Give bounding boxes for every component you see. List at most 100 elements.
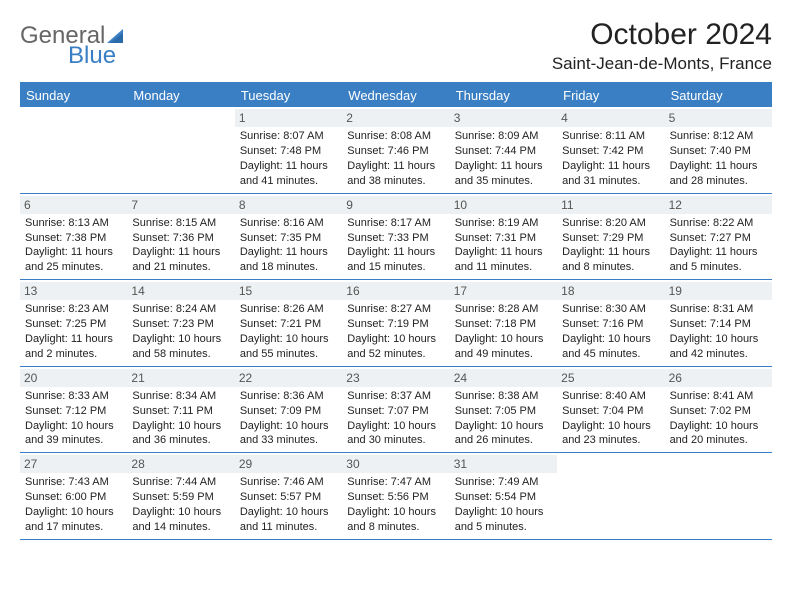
sunset-line: Sunset: 7:23 PM: [132, 317, 229, 332]
day-cell: 20 Sunrise: 8:33 AMSunset: 7:12 PMDayligh…: [20, 367, 127, 453]
sunset-line: Sunset: 5:56 PM: [347, 490, 444, 505]
day-number: 15: [235, 282, 342, 300]
sunset-line: Sunset: 7:33 PM: [347, 231, 444, 246]
sunrise-line: Sunrise: 8:33 AM: [25, 389, 122, 404]
day-number: 8: [235, 196, 342, 214]
day-number: 28: [127, 455, 234, 473]
sunset-line: Sunset: 7:12 PM: [25, 404, 122, 419]
sunrise-line: Sunrise: 8:20 AM: [562, 216, 659, 231]
day-cell: 9Sunrise: 8:17 AMSunset: 7:33 PMDaylight…: [342, 194, 449, 280]
daylight-line: Daylight: 11 hours and 25 minutes.: [25, 245, 122, 275]
daylight-line: Daylight: 10 hours and 20 minutes.: [670, 419, 767, 449]
week-row: 1Sunrise: 8:07 AMSunset: 7:48 PMDaylight…: [20, 107, 772, 194]
empty-cell: [665, 453, 772, 539]
week-row: 6Sunrise: 8:13 AMSunset: 7:38 PMDaylight…: [20, 194, 772, 281]
sunrise-line: Sunrise: 8:22 AM: [670, 216, 767, 231]
day-header-friday: Friday: [557, 84, 664, 107]
day-header-saturday: Saturday: [665, 84, 772, 107]
daylight-line: Daylight: 10 hours and 39 minutes.: [25, 419, 122, 449]
week-row: 20Sunrise: 8:33 AMSunset: 7:12 PMDayligh…: [20, 367, 772, 454]
empty-cell: [557, 453, 664, 539]
day-number: 4: [557, 109, 664, 127]
daylight-line: Daylight: 10 hours and 33 minutes.: [240, 419, 337, 449]
daylight-line: Daylight: 11 hours and 11 minutes.: [455, 245, 552, 275]
daylight-line: Daylight: 10 hours and 49 minutes.: [455, 332, 552, 362]
sunrise-line: Sunrise: 8:30 AM: [562, 302, 659, 317]
day-header-row: SundayMondayTuesdayWednesdayThursdayFrid…: [20, 84, 772, 107]
day-number: 30: [342, 455, 449, 473]
day-cell: 19Sunrise: 8:31 AMSunset: 7:14 PMDayligh…: [665, 280, 772, 366]
day-number: 20: [20, 369, 127, 387]
daylight-line: Daylight: 10 hours and 5 minutes.: [455, 505, 552, 535]
sunrise-line: Sunrise: 7:49 AM: [455, 475, 552, 490]
sunset-line: Sunset: 7:29 PM: [562, 231, 659, 246]
sunrise-line: Sunrise: 7:46 AM: [240, 475, 337, 490]
sunset-line: Sunset: 6:00 PM: [25, 490, 122, 505]
sunrise-line: Sunrise: 8:38 AM: [455, 389, 552, 404]
daylight-line: Daylight: 11 hours and 18 minutes.: [240, 245, 337, 275]
daylight-line: Daylight: 11 hours and 21 minutes.: [132, 245, 229, 275]
daylight-line: Daylight: 10 hours and 17 minutes.: [25, 505, 122, 535]
day-cell: 26Sunrise: 8:41 AMSunset: 7:02 PMDayligh…: [665, 367, 772, 453]
sunrise-line: Sunrise: 8:11 AM: [562, 129, 659, 144]
day-header-tuesday: Tuesday: [235, 84, 342, 107]
calendar-body: 1Sunrise: 8:07 AMSunset: 7:48 PMDaylight…: [20, 107, 772, 540]
logo-text-blue: Blue: [68, 42, 116, 70]
sunrise-line: Sunrise: 8:16 AM: [240, 216, 337, 231]
sunset-line: Sunset: 7:27 PM: [670, 231, 767, 246]
day-cell: 11Sunrise: 8:20 AMSunset: 7:29 PMDayligh…: [557, 194, 664, 280]
sunrise-line: Sunrise: 8:23 AM: [25, 302, 122, 317]
sunset-line: Sunset: 7:02 PM: [670, 404, 767, 419]
day-cell: 23Sunrise: 8:37 AMSunset: 7:07 PMDayligh…: [342, 367, 449, 453]
day-cell: 29Sunrise: 7:46 AMSunset: 5:57 PMDayligh…: [235, 453, 342, 539]
day-number: 22: [235, 369, 342, 387]
day-cell: 27Sunrise: 7:43 AMSunset: 6:00 PMDayligh…: [20, 453, 127, 539]
daylight-line: Daylight: 11 hours and 15 minutes.: [347, 245, 444, 275]
day-cell: 2Sunrise: 8:08 AMSunset: 7:46 PMDaylight…: [342, 107, 449, 193]
empty-cell: [20, 107, 127, 193]
day-number: 9: [342, 196, 449, 214]
sunset-line: Sunset: 7:44 PM: [455, 144, 552, 159]
day-number: 25: [557, 369, 664, 387]
sunset-line: Sunset: 7:07 PM: [347, 404, 444, 419]
sunset-line: Sunset: 7:18 PM: [455, 317, 552, 332]
daylight-line: Daylight: 11 hours and 31 minutes.: [562, 159, 659, 189]
day-cell: 8 Sunrise: 8:16 AMSunset: 7:35 PMDaylight…: [235, 194, 342, 280]
day-number: 10: [450, 196, 557, 214]
sunrise-line: Sunrise: 8:26 AM: [240, 302, 337, 317]
day-number: 23: [342, 369, 449, 387]
daylight-line: Daylight: 11 hours and 35 minutes.: [455, 159, 552, 189]
sunset-line: Sunset: 7:48 PM: [240, 144, 337, 159]
sunrise-line: Sunrise: 8:19 AM: [455, 216, 552, 231]
sunset-line: Sunset: 7:11 PM: [132, 404, 229, 419]
daylight-line: Daylight: 10 hours and 8 minutes.: [347, 505, 444, 535]
sunrise-line: Sunrise: 8:24 AM: [132, 302, 229, 317]
sunrise-line: Sunrise: 8:15 AM: [132, 216, 229, 231]
sunset-line: Sunset: 7:09 PM: [240, 404, 337, 419]
sunrise-line: Sunrise: 8:07 AM: [240, 129, 337, 144]
day-number: 31: [450, 455, 557, 473]
day-cell: 22Sunrise: 8:36 AMSunset: 7:09 PMDayligh…: [235, 367, 342, 453]
sunset-line: Sunset: 7:35 PM: [240, 231, 337, 246]
daylight-line: Daylight: 10 hours and 14 minutes.: [132, 505, 229, 535]
day-number: 26: [665, 369, 772, 387]
sunrise-line: Sunrise: 8:34 AM: [132, 389, 229, 404]
week-row: 13Sunrise: 8:23 AMSunset: 7:25 PMDayligh…: [20, 280, 772, 367]
sunset-line: Sunset: 7:04 PM: [562, 404, 659, 419]
day-cell: 21Sunrise: 8:34 AMSunset: 7:11 PMDayligh…: [127, 367, 234, 453]
sunrise-line: Sunrise: 8:09 AM: [455, 129, 552, 144]
day-number: 3: [450, 109, 557, 127]
daylight-line: Daylight: 11 hours and 5 minutes.: [670, 245, 767, 275]
day-cell: 7Sunrise: 8:15 AMSunset: 7:36 PMDaylight…: [127, 194, 234, 280]
daylight-line: Daylight: 11 hours and 38 minutes.: [347, 159, 444, 189]
day-cell: 1Sunrise: 8:07 AMSunset: 7:48 PMDaylight…: [235, 107, 342, 193]
day-cell: 5Sunrise: 8:12 AMSunset: 7:40 PMDaylight…: [665, 107, 772, 193]
location-label: Saint-Jean-de-Monts, France: [552, 54, 772, 74]
header: General October 2024 Saint-Jean-de-Monts…: [20, 18, 772, 74]
daylight-line: Daylight: 10 hours and 52 minutes.: [347, 332, 444, 362]
empty-cell: [127, 107, 234, 193]
day-number: 16: [342, 282, 449, 300]
day-cell: 25Sunrise: 8:40 AMSunset: 7:04 PMDayligh…: [557, 367, 664, 453]
day-cell: 3 Sunrise: 8:09 AMSunset: 7:44 PMDaylight…: [450, 107, 557, 193]
day-number: 17: [450, 282, 557, 300]
